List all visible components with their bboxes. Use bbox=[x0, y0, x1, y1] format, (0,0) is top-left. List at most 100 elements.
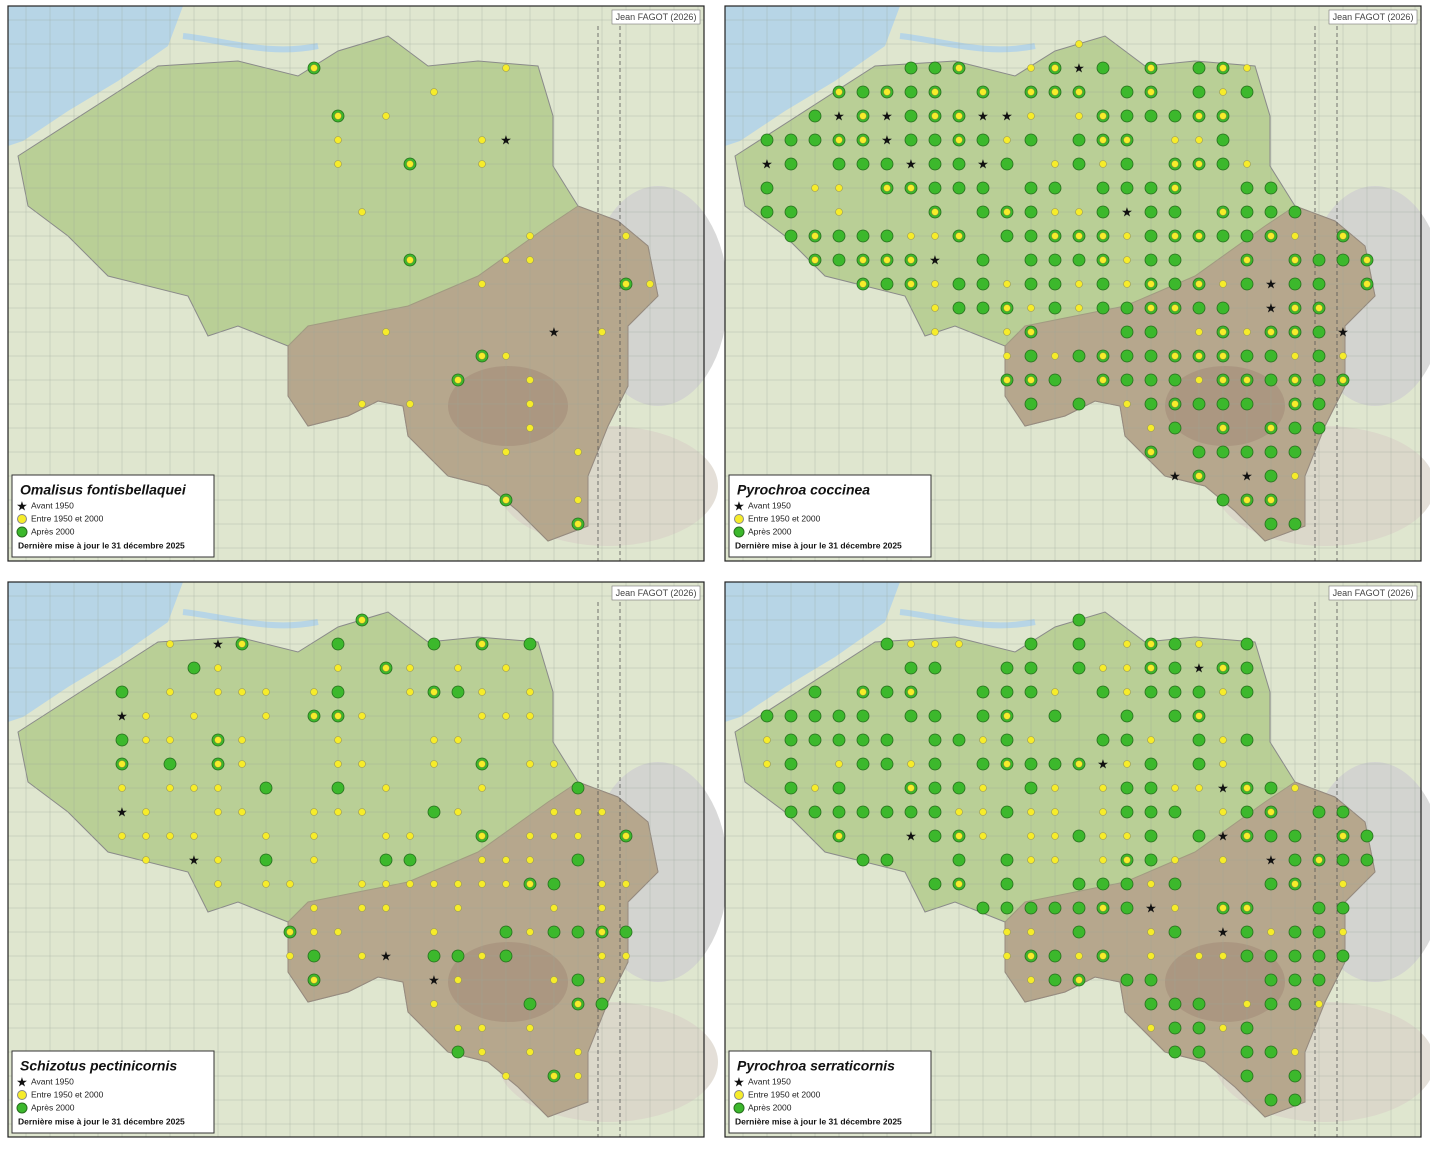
yellow-dot bbox=[1051, 784, 1059, 792]
green-dot bbox=[832, 781, 846, 795]
green-dot bbox=[1288, 517, 1302, 531]
yellow-dot bbox=[1051, 352, 1059, 360]
legend-label: Avant 1950 bbox=[31, 1076, 74, 1086]
yellow-dot bbox=[478, 784, 486, 792]
yellow-dot bbox=[1051, 160, 1059, 168]
yellow-dot bbox=[310, 688, 318, 696]
green-dot bbox=[976, 181, 990, 195]
yellow-dot bbox=[406, 400, 414, 408]
yellow-dot bbox=[1075, 952, 1083, 960]
legend-label: Avant 1950 bbox=[31, 500, 74, 510]
green-dot bbox=[1288, 421, 1302, 435]
green-dot bbox=[832, 157, 846, 171]
yellow-dot bbox=[1291, 784, 1299, 792]
green-dot bbox=[1288, 1093, 1302, 1107]
star-symbol: ★ bbox=[116, 804, 128, 819]
green-dot bbox=[1072, 877, 1086, 891]
species-title: Pyrochroa coccinea bbox=[737, 482, 870, 498]
star-symbol: ★ bbox=[1193, 660, 1205, 675]
green-dot bbox=[1168, 1045, 1182, 1059]
yellow-dot bbox=[1291, 376, 1299, 384]
yellow-dot bbox=[550, 760, 558, 768]
green-dot bbox=[832, 733, 846, 747]
yellow-dot bbox=[238, 808, 246, 816]
green-dot bbox=[1288, 829, 1302, 843]
yellow-dot bbox=[622, 232, 630, 240]
yellow-dot bbox=[526, 880, 534, 888]
green-dot bbox=[1024, 397, 1038, 411]
green-dot bbox=[1264, 349, 1278, 363]
yellow-dot bbox=[955, 880, 963, 888]
green-dot bbox=[1288, 973, 1302, 987]
yellow-dot bbox=[1195, 160, 1203, 168]
green-dot bbox=[1192, 685, 1206, 699]
yellow-dot bbox=[502, 664, 510, 672]
green-dot bbox=[904, 85, 918, 99]
yellow-dot bbox=[382, 784, 390, 792]
legend-green bbox=[16, 1102, 28, 1114]
yellow-dot bbox=[811, 784, 819, 792]
yellow-dot bbox=[1147, 424, 1155, 432]
yellow-dot bbox=[1219, 664, 1227, 672]
yellow-dot bbox=[526, 712, 534, 720]
yellow-dot bbox=[1003, 376, 1011, 384]
yellow-dot bbox=[1027, 304, 1035, 312]
green-dot bbox=[1192, 397, 1206, 411]
green-dot bbox=[1312, 373, 1326, 387]
green-dot bbox=[1000, 157, 1014, 171]
panel-frame bbox=[7, 5, 705, 562]
yellow-dot bbox=[598, 904, 606, 912]
green-dot bbox=[1240, 637, 1254, 651]
green-dot bbox=[856, 733, 870, 747]
estuary bbox=[899, 33, 1036, 53]
yellow-dot bbox=[478, 640, 486, 648]
legend-yellow bbox=[17, 514, 27, 524]
yellow-dot bbox=[1195, 784, 1203, 792]
yellow-dot bbox=[1051, 64, 1059, 72]
estuary bbox=[182, 33, 319, 53]
green-dot bbox=[856, 853, 870, 867]
yellow-dot bbox=[1027, 88, 1035, 96]
green-dot bbox=[1096, 205, 1110, 219]
credit-box bbox=[1328, 9, 1418, 25]
green-dot bbox=[1000, 853, 1014, 867]
green-dot bbox=[1024, 349, 1038, 363]
green-dot bbox=[1168, 109, 1182, 123]
green-dot bbox=[784, 757, 798, 771]
yellow-dot bbox=[1243, 328, 1251, 336]
yellow-dot bbox=[1267, 232, 1275, 240]
yellow-dot bbox=[979, 808, 987, 816]
yellow-dot bbox=[430, 736, 438, 744]
yellow-dot bbox=[478, 856, 486, 864]
yellow-dot bbox=[1243, 496, 1251, 504]
green-dot bbox=[115, 733, 129, 747]
green-dot bbox=[427, 805, 441, 819]
green-dot bbox=[499, 949, 513, 963]
green-dot bbox=[1216, 157, 1230, 171]
yellow-dot bbox=[166, 736, 174, 744]
green-dot bbox=[571, 925, 585, 939]
yellow-dot bbox=[811, 256, 819, 264]
yellow-dot bbox=[526, 424, 534, 432]
green-dot bbox=[1024, 661, 1038, 675]
yellow-dot bbox=[1075, 88, 1083, 96]
yellow-dot bbox=[1027, 112, 1035, 120]
star-symbol: ★ bbox=[761, 156, 773, 171]
legend-label: Après 2000 bbox=[31, 1102, 75, 1112]
green-dot bbox=[832, 253, 846, 267]
yellow-dot bbox=[1147, 88, 1155, 96]
green-dot bbox=[1072, 253, 1086, 267]
map-panel: ★ ★ ★ ★ ★ ★ ★ ★ Jean FAGOT (2026) Pyrochroa serra… bbox=[724, 581, 1430, 1138]
yellow-dot bbox=[454, 976, 462, 984]
yellow-dot bbox=[334, 928, 342, 936]
star-symbol: ★ bbox=[212, 636, 224, 651]
green-dot bbox=[1144, 973, 1158, 987]
yellow-dot bbox=[142, 712, 150, 720]
yellow-dot bbox=[1219, 808, 1227, 816]
yellow-dot bbox=[598, 928, 606, 936]
yellow-dot bbox=[454, 376, 462, 384]
yellow-dot bbox=[1123, 136, 1131, 144]
green-dot bbox=[904, 709, 918, 723]
yellow-dot bbox=[1195, 352, 1203, 360]
yellow-dot bbox=[763, 736, 771, 744]
